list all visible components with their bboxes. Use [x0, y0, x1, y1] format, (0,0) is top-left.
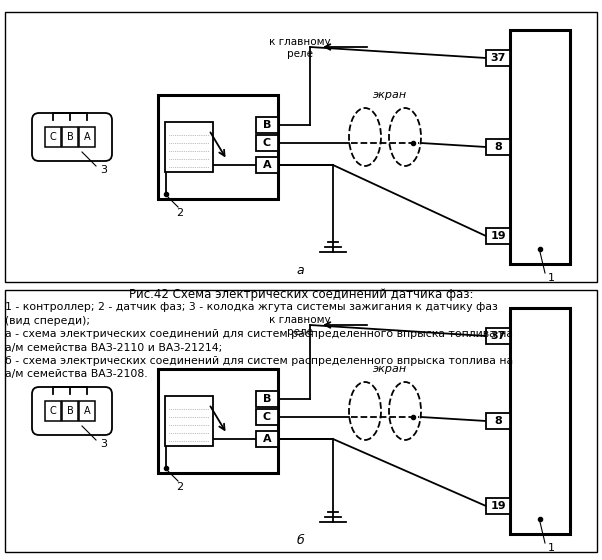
Text: экран: экран — [373, 90, 407, 100]
Text: B: B — [263, 120, 271, 130]
Bar — [62, 127, 78, 147]
Text: а: а — [296, 264, 304, 277]
Bar — [79, 127, 95, 147]
Bar — [486, 50, 510, 66]
Bar — [256, 135, 278, 151]
Bar — [256, 431, 278, 447]
Text: C: C — [49, 132, 57, 142]
Text: к главному
реле: к главному реле — [269, 37, 331, 59]
Text: A: A — [262, 434, 272, 444]
Text: а/м семейства ВАЗ-2110 и ВАЗ-21214;: а/м семейства ВАЗ-2110 и ВАЗ-21214; — [5, 343, 222, 352]
Text: 3: 3 — [100, 165, 107, 175]
FancyBboxPatch shape — [32, 113, 112, 161]
Text: 3: 3 — [100, 439, 107, 449]
Text: 37: 37 — [490, 331, 506, 341]
Text: 37: 37 — [490, 53, 506, 63]
Bar — [5, 290, 597, 552]
Text: B: B — [263, 394, 271, 404]
Bar — [165, 122, 213, 172]
Bar — [486, 413, 510, 429]
Text: б: б — [296, 534, 304, 547]
Text: A: A — [262, 160, 272, 170]
Bar — [45, 401, 61, 421]
Bar — [256, 409, 278, 425]
Bar — [486, 228, 510, 244]
Text: б - схема электрических соединений для систем распределенного впрыска топлива на: б - схема электрических соединений для с… — [5, 356, 513, 366]
Bar — [256, 391, 278, 407]
Bar — [510, 30, 570, 264]
Bar — [510, 308, 570, 534]
Bar — [62, 401, 78, 421]
Bar — [5, 12, 597, 282]
Text: 1: 1 — [548, 273, 555, 283]
Bar — [486, 139, 510, 155]
Text: экран: экран — [373, 364, 407, 374]
Text: B: B — [67, 406, 73, 416]
Bar — [486, 498, 510, 514]
Bar — [79, 401, 95, 421]
Text: C: C — [263, 412, 271, 422]
Text: (вид спереди);: (вид спереди); — [5, 315, 90, 325]
Text: 19: 19 — [490, 501, 506, 511]
Bar — [45, 127, 61, 147]
Text: а/м семейства ВАЗ-2108.: а/м семейства ВАЗ-2108. — [5, 370, 147, 380]
Text: 2: 2 — [176, 208, 184, 218]
FancyBboxPatch shape — [32, 387, 112, 435]
Text: а - схема электрических соединений для систем распределенного впрыска топлива на: а - схема электрических соединений для с… — [5, 329, 513, 339]
Text: 1 - контроллер; 2 - датчик фаз; 3 - колодка жгута системы зажигания к датчику фа: 1 - контроллер; 2 - датчик фаз; 3 - коло… — [5, 302, 498, 312]
Bar — [158, 369, 278, 473]
Text: к главному
реле: к главному реле — [269, 315, 331, 337]
Text: Рис.42 Схема электрических соединений датчика фаз:: Рис.42 Схема электрических соединений да… — [129, 288, 473, 301]
Bar — [256, 117, 278, 133]
Text: A: A — [84, 406, 90, 416]
Bar — [256, 157, 278, 173]
Text: C: C — [263, 138, 271, 148]
Text: 1: 1 — [548, 543, 555, 553]
Text: A: A — [84, 132, 90, 142]
Text: 8: 8 — [494, 416, 502, 426]
Text: 19: 19 — [490, 231, 506, 241]
Text: B: B — [67, 132, 73, 142]
Text: 8: 8 — [494, 142, 502, 152]
Text: 2: 2 — [176, 482, 184, 492]
Bar — [158, 95, 278, 199]
Bar — [165, 396, 213, 446]
Text: C: C — [49, 406, 57, 416]
Bar — [486, 328, 510, 344]
